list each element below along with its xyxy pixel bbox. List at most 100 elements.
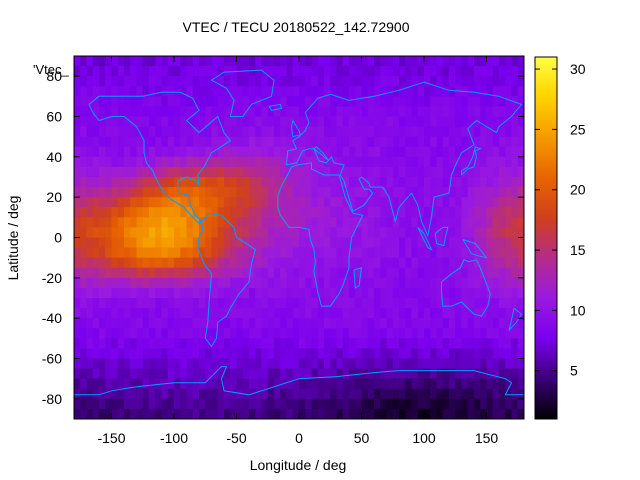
heatmap-cell	[380, 267, 388, 279]
heatmap-cell	[167, 187, 175, 198]
heatmap-cell	[286, 267, 294, 279]
heatmap-cell	[155, 298, 163, 309]
heatmap-cell	[249, 126, 256, 138]
heatmap-cell	[349, 277, 356, 289]
heatmap-cell	[286, 217, 294, 229]
heatmap-cell	[105, 287, 113, 299]
heatmap-cell	[517, 166, 524, 178]
heatmap-cell	[299, 388, 306, 400]
heatmap-cell	[467, 298, 475, 309]
heatmap-cell	[255, 116, 263, 128]
heatmap-cell	[399, 368, 406, 380]
heatmap-cell	[255, 318, 263, 329]
heatmap-cell	[317, 277, 325, 289]
heatmap-cell	[86, 207, 94, 218]
heatmap-cell	[349, 146, 356, 158]
heatmap-cell	[467, 237, 475, 249]
heatmap-cell	[124, 207, 131, 218]
heatmap-cell	[499, 277, 506, 289]
heatmap-cell	[124, 358, 131, 370]
heatmap-cell	[299, 166, 306, 178]
heatmap-cell	[105, 136, 113, 148]
heatmap-cell	[99, 156, 106, 168]
heatmap-cell	[299, 56, 306, 67]
heatmap-cell	[336, 96, 344, 108]
heatmap-cell	[511, 257, 519, 269]
heatmap-cell	[261, 217, 269, 229]
heatmap-cell	[405, 197, 413, 208]
heatmap-cell	[111, 106, 119, 118]
heatmap-cell	[455, 348, 463, 360]
heatmap-cell	[492, 378, 500, 390]
heatmap-cell	[242, 298, 250, 309]
heatmap-cell	[380, 126, 388, 138]
heatmap-cell	[317, 237, 325, 249]
heatmap-cell	[167, 96, 175, 108]
heatmap-cell	[455, 56, 463, 67]
heatmap-cell	[167, 86, 175, 97]
heatmap-cell	[511, 166, 519, 178]
heatmap-cell	[99, 358, 106, 370]
heatmap-cell	[180, 328, 188, 339]
heatmap-cell	[149, 257, 156, 269]
heatmap-cell	[217, 156, 225, 168]
heatmap-cell	[186, 318, 194, 329]
heatmap-cell	[367, 76, 375, 87]
heatmap-cell	[186, 187, 194, 198]
heatmap-cell	[386, 308, 394, 319]
colorbar-tick-label: 25	[570, 121, 586, 137]
heatmap-cell	[480, 166, 488, 178]
heatmap-cell	[399, 287, 406, 299]
heatmap-cell	[155, 257, 163, 269]
heatmap-cell	[249, 96, 256, 108]
heatmap-cell	[436, 257, 444, 269]
heatmap-cell	[336, 156, 344, 168]
heatmap-cell	[217, 76, 225, 87]
heatmap-cell	[399, 308, 406, 319]
heatmap-cell	[161, 277, 169, 289]
heatmap-cell	[424, 116, 431, 128]
heatmap-cell	[136, 126, 144, 138]
heatmap-cell	[455, 187, 463, 198]
heatmap-cell	[205, 96, 213, 108]
y-tick-label: 20	[46, 189, 62, 205]
heatmap-cell	[186, 348, 194, 360]
heatmap-cell	[367, 106, 375, 118]
heatmap-cell	[224, 328, 231, 339]
heatmap-cell	[380, 378, 388, 390]
heatmap-cell	[274, 338, 281, 350]
heatmap-cell	[236, 368, 244, 380]
heatmap-cell	[161, 217, 169, 229]
heatmap-cell	[449, 388, 456, 400]
heatmap-cell	[274, 166, 281, 178]
heatmap-cell	[355, 197, 363, 208]
heatmap-cell	[517, 86, 524, 97]
heatmap-cell	[355, 106, 363, 118]
heatmap-cell	[399, 348, 406, 360]
heatmap-cell	[92, 66, 100, 77]
heatmap-cell	[517, 287, 524, 299]
heatmap-cell	[299, 378, 306, 390]
heatmap-cell	[249, 76, 256, 87]
heatmap-cell	[492, 136, 500, 148]
heatmap-cell	[311, 378, 319, 390]
heatmap-cell	[505, 398, 513, 410]
heatmap-cell	[355, 338, 363, 350]
heatmap-cell	[149, 146, 156, 158]
heatmap-cell	[174, 237, 181, 249]
heatmap-cell	[224, 96, 231, 108]
heatmap-cell	[149, 187, 156, 198]
heatmap-cell	[267, 368, 275, 380]
heatmap-cell	[280, 76, 288, 87]
heatmap-cell	[405, 146, 413, 158]
heatmap-cell	[236, 378, 244, 390]
heatmap-cell	[411, 227, 419, 239]
heatmap-cell	[467, 398, 475, 410]
heatmap-cell	[186, 267, 194, 279]
heatmap-cell	[80, 388, 88, 400]
heatmap-cell	[324, 187, 331, 198]
heatmap-cell	[192, 207, 200, 218]
heatmap-cell	[474, 177, 481, 188]
heatmap-cell	[436, 368, 444, 380]
heatmap-cell	[236, 257, 244, 269]
